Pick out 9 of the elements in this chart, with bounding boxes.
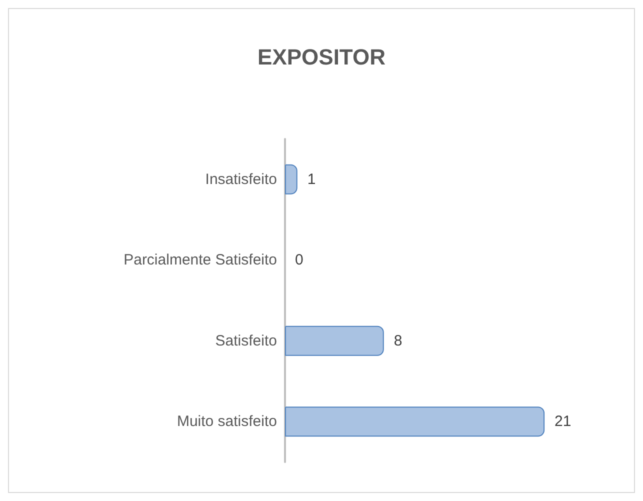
y-tick-label: Satisfeito — [215, 332, 277, 350]
y-tick-label: Muito satisfeito — [176, 413, 277, 430]
data-label: 1 — [307, 170, 316, 188]
y-tick-label: Parcialmente Satisfeito — [124, 252, 277, 269]
data-label: 8 — [394, 332, 402, 350]
data-label: 21 — [554, 413, 572, 430]
data-label: 0 — [295, 252, 304, 269]
chart-title: EXPOSITOR — [258, 44, 386, 70]
y-tick-label: Insatisfeito — [205, 170, 277, 188]
